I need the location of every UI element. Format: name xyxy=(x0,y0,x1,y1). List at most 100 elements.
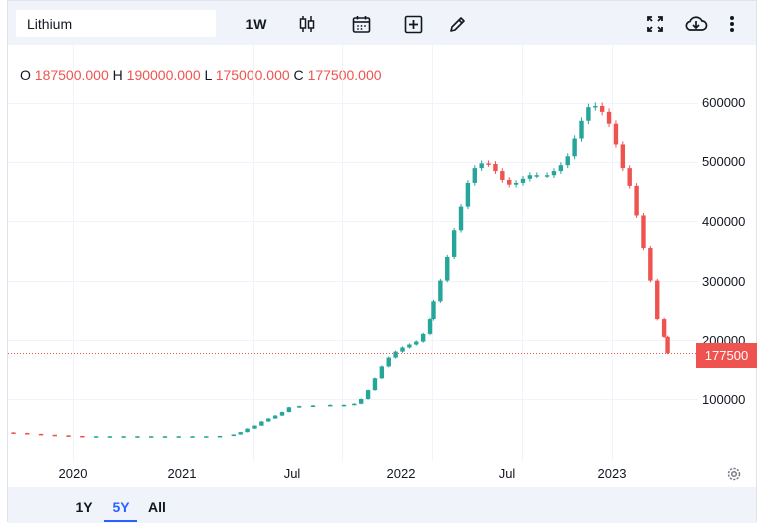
candle-body xyxy=(80,436,85,438)
time-axis-label: 2021 xyxy=(167,466,197,481)
candle-body xyxy=(190,436,195,438)
candle-body xyxy=(266,418,271,422)
candle-body xyxy=(445,256,450,281)
more-vertical-icon[interactable] xyxy=(725,12,739,36)
candle-body xyxy=(217,436,223,438)
candle-body xyxy=(148,436,154,438)
candle-body xyxy=(586,107,591,121)
time-axis-label: 2020 xyxy=(58,466,88,481)
active-range-underline xyxy=(104,520,137,522)
download-cloud-icon[interactable] xyxy=(683,12,709,36)
price-axis-label: 100000 xyxy=(702,392,746,407)
add-compare-icon[interactable] xyxy=(402,12,424,36)
calendar-icon[interactable] xyxy=(350,12,372,36)
price-chart[interactable] xyxy=(8,45,698,461)
candle-body xyxy=(162,436,168,438)
ohlc-legend: O 187500.000 H 190000.000 L 175000.000 C… xyxy=(20,67,382,83)
candle-body xyxy=(341,404,347,407)
symbol-search-input[interactable]: Lithium xyxy=(16,10,216,37)
candle-body xyxy=(572,138,577,157)
candle-body xyxy=(665,336,670,354)
candle-body xyxy=(451,230,457,257)
price-axis-label: 400000 xyxy=(702,214,746,229)
high-value: 190000.000 xyxy=(126,67,201,83)
range-selector-bar xyxy=(8,487,756,523)
candle-body xyxy=(486,163,491,165)
candle-body xyxy=(279,412,285,416)
time-axis-label: Jul xyxy=(283,466,301,481)
candle-body xyxy=(513,182,519,185)
range-5y-button[interactable]: 5Y xyxy=(112,499,130,515)
candle-body xyxy=(641,215,646,249)
candle-body xyxy=(365,390,371,399)
candle-body xyxy=(627,168,632,186)
candle-body xyxy=(93,436,99,438)
candle-body xyxy=(358,399,364,404)
candle-body xyxy=(634,185,639,216)
candle-body xyxy=(593,105,598,108)
candle-body xyxy=(272,415,278,419)
candle-body xyxy=(551,171,557,176)
candle-body xyxy=(458,206,464,231)
candle-body xyxy=(286,407,292,413)
draw-pencil-icon[interactable] xyxy=(446,12,468,36)
candle-body xyxy=(420,333,426,342)
time-axis-label: Jul xyxy=(498,466,516,481)
price-axis-label: 500000 xyxy=(702,154,746,169)
fullscreen-icon[interactable] xyxy=(644,12,666,36)
candle-body xyxy=(565,156,570,166)
candle-body xyxy=(393,351,398,358)
candle-body xyxy=(534,175,539,177)
candle-body xyxy=(176,436,181,438)
candle-body xyxy=(259,421,264,426)
candle-body xyxy=(204,436,209,438)
top-toolbar: Lithium 1W xyxy=(8,1,756,45)
chart-widget: Lithium 1W xyxy=(7,0,757,523)
candle-body xyxy=(414,341,419,345)
candle-body xyxy=(427,319,433,334)
candle-body xyxy=(386,357,391,367)
candle-body xyxy=(352,403,357,406)
candle-body xyxy=(507,179,512,185)
settings-gear-icon[interactable] xyxy=(725,465,743,483)
candle-body xyxy=(606,111,612,124)
candle-body xyxy=(25,433,30,435)
candle-body xyxy=(238,432,243,435)
candle-body xyxy=(479,163,484,169)
candle-body xyxy=(121,436,126,438)
candle-body xyxy=(66,435,71,437)
close-label: C xyxy=(293,67,304,83)
candle-body xyxy=(493,163,498,172)
candle-body xyxy=(400,347,405,352)
candle-body xyxy=(465,182,471,207)
open-value: 187500.000 xyxy=(34,67,109,83)
price-axis-label: 300000 xyxy=(702,274,746,289)
candle-body xyxy=(379,366,385,379)
candles-icon[interactable] xyxy=(297,12,317,36)
low-label: L xyxy=(204,67,212,83)
range-1y-button[interactable]: 1Y xyxy=(75,499,93,515)
candle-body xyxy=(527,175,533,179)
candle-body xyxy=(648,248,653,281)
candle-body xyxy=(620,144,626,169)
candle-body xyxy=(107,436,113,438)
range-all-button[interactable]: All xyxy=(148,499,166,515)
candle-body xyxy=(655,280,660,320)
time-axis-label: 2023 xyxy=(597,466,627,481)
close-value: 177500.000 xyxy=(307,67,382,83)
price-axis-label: 600000 xyxy=(702,95,746,110)
candle-body xyxy=(431,301,436,320)
last-price-badge: 177500 xyxy=(696,343,757,368)
candle-body xyxy=(38,433,44,436)
candle-body xyxy=(231,434,237,437)
candle-body xyxy=(579,120,584,139)
low-value: 175000.000 xyxy=(215,67,290,83)
candle-body xyxy=(135,436,140,438)
interval-button[interactable]: 1W xyxy=(245,16,267,32)
candle-body xyxy=(372,378,378,391)
candle-body xyxy=(252,425,257,429)
candle-body xyxy=(297,406,302,408)
candle-body xyxy=(500,171,505,180)
candle-body xyxy=(544,175,550,177)
candle-body xyxy=(520,178,526,183)
